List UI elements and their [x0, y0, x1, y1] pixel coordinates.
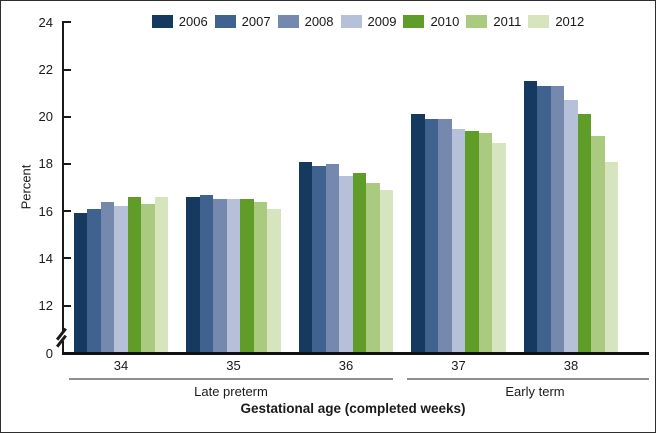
x-axis-line — [62, 351, 649, 355]
y-tick-label: 0 — [45, 345, 53, 361]
legend-item-2012: 2012 — [528, 14, 584, 29]
bar-2008-week-34 — [100, 201, 115, 353]
bar-2008-week-38 — [550, 86, 565, 353]
y-tick-label: 16 — [38, 203, 53, 219]
bar-2012-week-38 — [604, 161, 619, 353]
y-tick-label: 18 — [38, 156, 53, 172]
legend-swatch-icon — [277, 15, 299, 28]
x-tick-label-34: 34 — [113, 358, 129, 373]
legend-label: 2008 — [304, 14, 334, 29]
legend-swatch-icon — [151, 15, 173, 28]
legend-item-2007: 2007 — [214, 14, 271, 29]
bar-2007-week-38 — [537, 86, 551, 353]
bar-2006-week-37 — [411, 114, 425, 353]
y-tick-label: 20 — [38, 109, 53, 125]
bar-2012-week-36 — [379, 189, 394, 353]
legend-label: 2011 — [493, 14, 522, 29]
y-tick-mark — [64, 257, 71, 260]
legend-label: 2012 — [555, 14, 585, 29]
bar-2007-week-34 — [87, 208, 101, 353]
y-tick-mark — [64, 68, 71, 71]
y-tick-label: 24 — [38, 14, 53, 30]
bar-2010-week-37 — [465, 130, 479, 353]
bar-2009-week-38 — [564, 100, 578, 353]
early-term-label: Early term — [505, 384, 565, 399]
legend-item-2006: 2006 — [151, 14, 208, 29]
bar-2007-week-35 — [199, 194, 214, 353]
chart-legend: 2006 2007 2008 2009 2010 2011 2012 — [81, 14, 655, 29]
bar-2008-week-37 — [438, 119, 452, 353]
y-axis-line — [62, 21, 64, 354]
bar-2010-week-36 — [352, 173, 367, 353]
legend-swatch-icon — [340, 15, 362, 28]
bar-2006-week-34 — [73, 213, 88, 353]
bar-2009-week-36 — [339, 175, 353, 353]
x-tick-label-38: 38 — [563, 358, 579, 373]
bar-2007-week-36 — [312, 166, 326, 353]
bar-2007-week-37 — [424, 119, 439, 353]
bar-2011-week-36 — [366, 182, 380, 353]
bar-2011-week-37 — [478, 133, 493, 353]
x-tick-label-35: 35 — [226, 358, 241, 373]
y-tick-mark — [64, 210, 71, 213]
y-tick-label: 12 — [38, 298, 53, 313]
x-axis-title: Gestational age (completed weeks) — [240, 401, 466, 416]
bar-2012-week-37 — [492, 142, 506, 353]
y-tick-mark — [64, 21, 71, 24]
legend-swatch-icon — [403, 15, 425, 28]
bar-2008-week-36 — [325, 163, 340, 353]
y-tick-mark — [64, 115, 71, 118]
x-tick-label-36: 36 — [338, 358, 354, 373]
legend-swatch-icon — [528, 15, 550, 28]
bar-2010-week-38 — [577, 114, 592, 353]
early-term-bracket-line — [406, 378, 649, 380]
legend-item-2011: 2011 — [466, 14, 521, 29]
bar-2008-week-35 — [213, 199, 227, 353]
legend-item-2008: 2008 — [277, 14, 334, 29]
x-tick-label-37: 37 — [451, 358, 466, 373]
bar-2012-week-34 — [154, 196, 169, 353]
late-preterm-label: Late preterm — [194, 384, 268, 399]
bar-2010-week-34 — [127, 196, 142, 353]
legend-swatch-icon — [466, 15, 488, 28]
bar-2009-week-34 — [114, 206, 128, 353]
bar-2006-week-36 — [298, 161, 313, 353]
legend-item-2009: 2009 — [340, 14, 397, 29]
bar-2011-week-34 — [141, 204, 155, 353]
bar-2012-week-35 — [267, 208, 281, 353]
legend-item-2010: 2010 — [403, 14, 459, 29]
legend-label: 2007 — [241, 14, 271, 29]
bar-2006-week-35 — [186, 196, 200, 353]
legend-swatch-icon — [214, 15, 236, 28]
legend-label: 2009 — [367, 14, 397, 29]
legend-label: 2010 — [430, 14, 460, 29]
y-tick-label: 22 — [38, 62, 53, 77]
late-preterm-bracket-line — [69, 378, 393, 380]
bar-2011-week-38 — [591, 135, 605, 353]
bar-2011-week-35 — [253, 201, 268, 353]
bar-2006-week-38 — [523, 81, 538, 353]
y-tick-mark — [64, 162, 71, 165]
y-tick-label: 14 — [38, 250, 53, 266]
bar-2009-week-37 — [451, 128, 466, 353]
bar-2009-week-35 — [226, 199, 241, 353]
bar-2010-week-35 — [240, 199, 254, 353]
y-tick-mark — [64, 304, 71, 307]
legend-label: 2006 — [178, 14, 208, 29]
